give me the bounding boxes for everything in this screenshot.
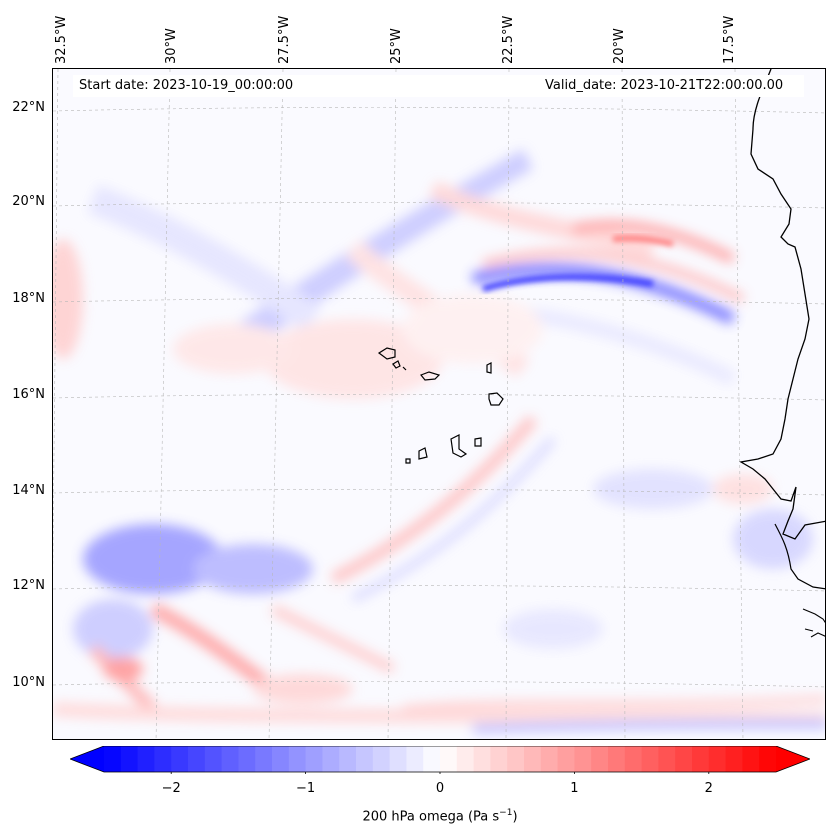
colorbar-segment (624, 746, 643, 772)
lon-label: 32.5°W (54, 15, 69, 64)
colorbar-segment (456, 746, 475, 772)
colorbar-segment (339, 746, 357, 772)
colorbar-segment (423, 746, 441, 772)
colorbar-segment (742, 746, 760, 772)
colorbar-segment (540, 746, 559, 772)
colorbar-segment (608, 746, 626, 772)
lon-label: 17.5°W (722, 15, 737, 64)
colorbar-segment (188, 746, 206, 772)
valid-date: Valid_date: 2023-10-21T22:00:00.00 (545, 78, 784, 93)
colorbar-segment (675, 746, 693, 772)
lon-label: 20°W (612, 28, 627, 64)
colorbar-segment (574, 746, 592, 772)
colorbar-segment (389, 746, 407, 772)
colorbar-segment (322, 746, 340, 772)
colorbar-segment (658, 746, 676, 772)
cape-verde-islands (377, 347, 504, 464)
lon-label: 22.5°W (501, 15, 516, 64)
info-bar (73, 75, 804, 97)
colorbar-tick-label: 2 (704, 781, 713, 796)
coastline-africa (739, 69, 825, 540)
lat-label: 20°N (12, 194, 45, 209)
colorbar-segment (591, 746, 609, 772)
colorbar-segment (490, 746, 508, 772)
colorbar-segment (759, 746, 777, 772)
colorbar-segment (406, 746, 424, 772)
lon-label: 30°W (164, 28, 179, 64)
start-date: Start date: 2023-10-19_00:00:00 (79, 78, 294, 93)
graticule (53, 69, 825, 739)
colorbar-segment (255, 746, 273, 772)
lat-label: 12°N (12, 578, 45, 593)
lat-label: 16°N (12, 387, 45, 402)
colorbar-segment (725, 746, 743, 772)
colorbar-segment (288, 746, 307, 772)
colorbar-label: 200 hPa omega (Pa s−1) (362, 808, 518, 825)
omega-field (53, 69, 825, 739)
colorbar-segment (221, 746, 239, 772)
lon-label: 27.5°W (277, 15, 292, 64)
colorbar-segment (137, 746, 155, 772)
colorbar-segment (104, 746, 122, 772)
lat-label: 14°N (12, 483, 45, 498)
colorbar-segment (171, 746, 189, 772)
colorbar (70, 746, 810, 774)
colorbar-segment (524, 746, 542, 772)
colorbar-segment (204, 746, 223, 772)
lat-label: 18°N (12, 291, 45, 306)
colorbar-segment (372, 746, 391, 772)
colorbar-segment (238, 746, 256, 772)
colorbar-segment (473, 746, 491, 772)
colorbar-tick-label: 0 (435, 781, 445, 796)
colorbar-segment (708, 746, 727, 772)
colorbar-segment (154, 746, 172, 772)
map-panel (52, 68, 826, 740)
colorbar-tick-label: 1 (570, 781, 579, 796)
colorbar-tick-label: −1 (296, 781, 316, 796)
colorbar-segment (557, 746, 575, 772)
lat-label: 22°N (12, 100, 45, 115)
colorbar-segment (305, 746, 323, 772)
colorbar-segment (272, 746, 290, 772)
colorbar-segment (356, 746, 374, 772)
colorbar-segment (692, 746, 710, 772)
lat-label: 10°N (12, 675, 45, 690)
lon-label: 25°W (389, 28, 404, 64)
colorbar-tick-label: −2 (161, 781, 181, 796)
colorbar-segment (641, 746, 659, 772)
colorbar-extend-low (70, 746, 104, 772)
colorbar-segment (120, 746, 139, 772)
colorbar-segment (507, 746, 525, 772)
colorbar-segment (440, 746, 458, 772)
colorbar-extend-high (776, 746, 810, 772)
